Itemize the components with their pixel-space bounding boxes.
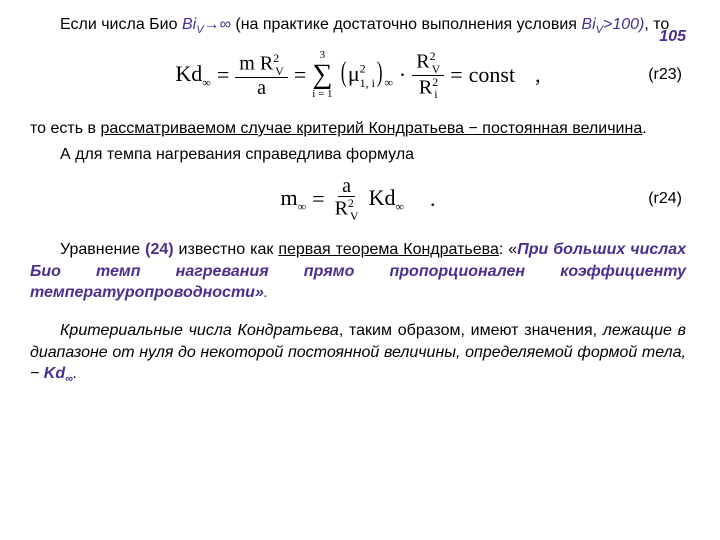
eq-op: = <box>312 184 324 214</box>
paragraph-2: то есть в рассматриваемом случае критери… <box>30 118 686 140</box>
text-underline: рассматриваемом случае критерий Кондрать… <box>100 120 642 137</box>
equation-r24: m∞ = a R2V Kd∞ . (r24) <box>30 173 686 225</box>
eq-term: m∞ <box>280 183 306 215</box>
eq-term: Kd∞ <box>175 59 210 91</box>
eq-fraction: R2V R2i <box>412 50 444 100</box>
eq-term: (μ21, i)∞ <box>339 59 393 91</box>
eq-op: = <box>217 60 229 90</box>
eq-term: Kd∞ <box>369 183 404 215</box>
paragraph-1: Если числа Био BiV→∞ (на практике достат… <box>30 14 686 38</box>
text: . <box>73 365 77 382</box>
equation-content: m∞ = a R2V Kd∞ . <box>280 176 435 222</box>
text: известно как <box>174 241 279 258</box>
math-subscript: ∞ <box>65 373 73 385</box>
text: А для темпа нагревания справедлива форму… <box>60 146 414 163</box>
eq-term: . <box>430 184 436 214</box>
equation-r23: Kd∞ = m R2V a = 3 ∑ i = 1 (μ21, i)∞ · R2… <box>30 46 686 104</box>
math-symbol: Kd <box>44 365 65 382</box>
text: (на практике достаточно выполнения услов… <box>231 16 581 33</box>
text: , таким образом, имеют значения, <box>339 322 603 339</box>
text-ref: (24) <box>145 241 173 258</box>
math-subscript: V <box>596 24 603 36</box>
text-underline: первая теорема Кондратьева <box>278 241 499 258</box>
equation-label: (r24) <box>648 188 682 210</box>
eq-op: = <box>450 60 462 90</box>
math-subscript: V <box>196 24 203 36</box>
text: . <box>642 120 646 137</box>
math-symbol: Bi <box>182 16 196 33</box>
math-symbol: >100) <box>603 16 644 33</box>
eq-fraction: m R2V a <box>235 52 288 98</box>
equation-content: Kd∞ = m R2V a = 3 ∑ i = 1 (μ21, i)∞ · R2… <box>175 50 540 100</box>
equation-label: (r23) <box>648 64 682 86</box>
math-symbol: →∞ <box>204 16 231 33</box>
eq-op: · <box>399 60 406 90</box>
eq-term: const <box>469 60 515 90</box>
paragraph-4: Уравнение (24) известно как первая теоре… <box>30 239 686 304</box>
text: Критериальные числа Кондратьева <box>60 322 339 339</box>
eq-sum: 3 ∑ i = 1 <box>312 50 332 100</box>
document-page: 105 Если числа Био BiV→∞ (на практике до… <box>0 0 720 401</box>
text: Если числа Био <box>60 16 182 33</box>
paragraph-5: Критериальные числа Кондратьева, таким о… <box>30 320 686 387</box>
page-number: 105 <box>659 26 686 48</box>
paragraph-3: А для темпа нагревания справедлива форму… <box>30 144 686 166</box>
spacer <box>30 308 686 316</box>
text: . <box>264 284 268 301</box>
text: : « <box>499 241 517 258</box>
text: Уравнение <box>60 241 145 258</box>
eq-fraction: a R2V <box>331 176 363 222</box>
text: то есть в <box>30 120 100 137</box>
eq-term: , <box>535 60 541 90</box>
eq-op: = <box>294 60 306 90</box>
math-symbol: Bi <box>581 16 595 33</box>
